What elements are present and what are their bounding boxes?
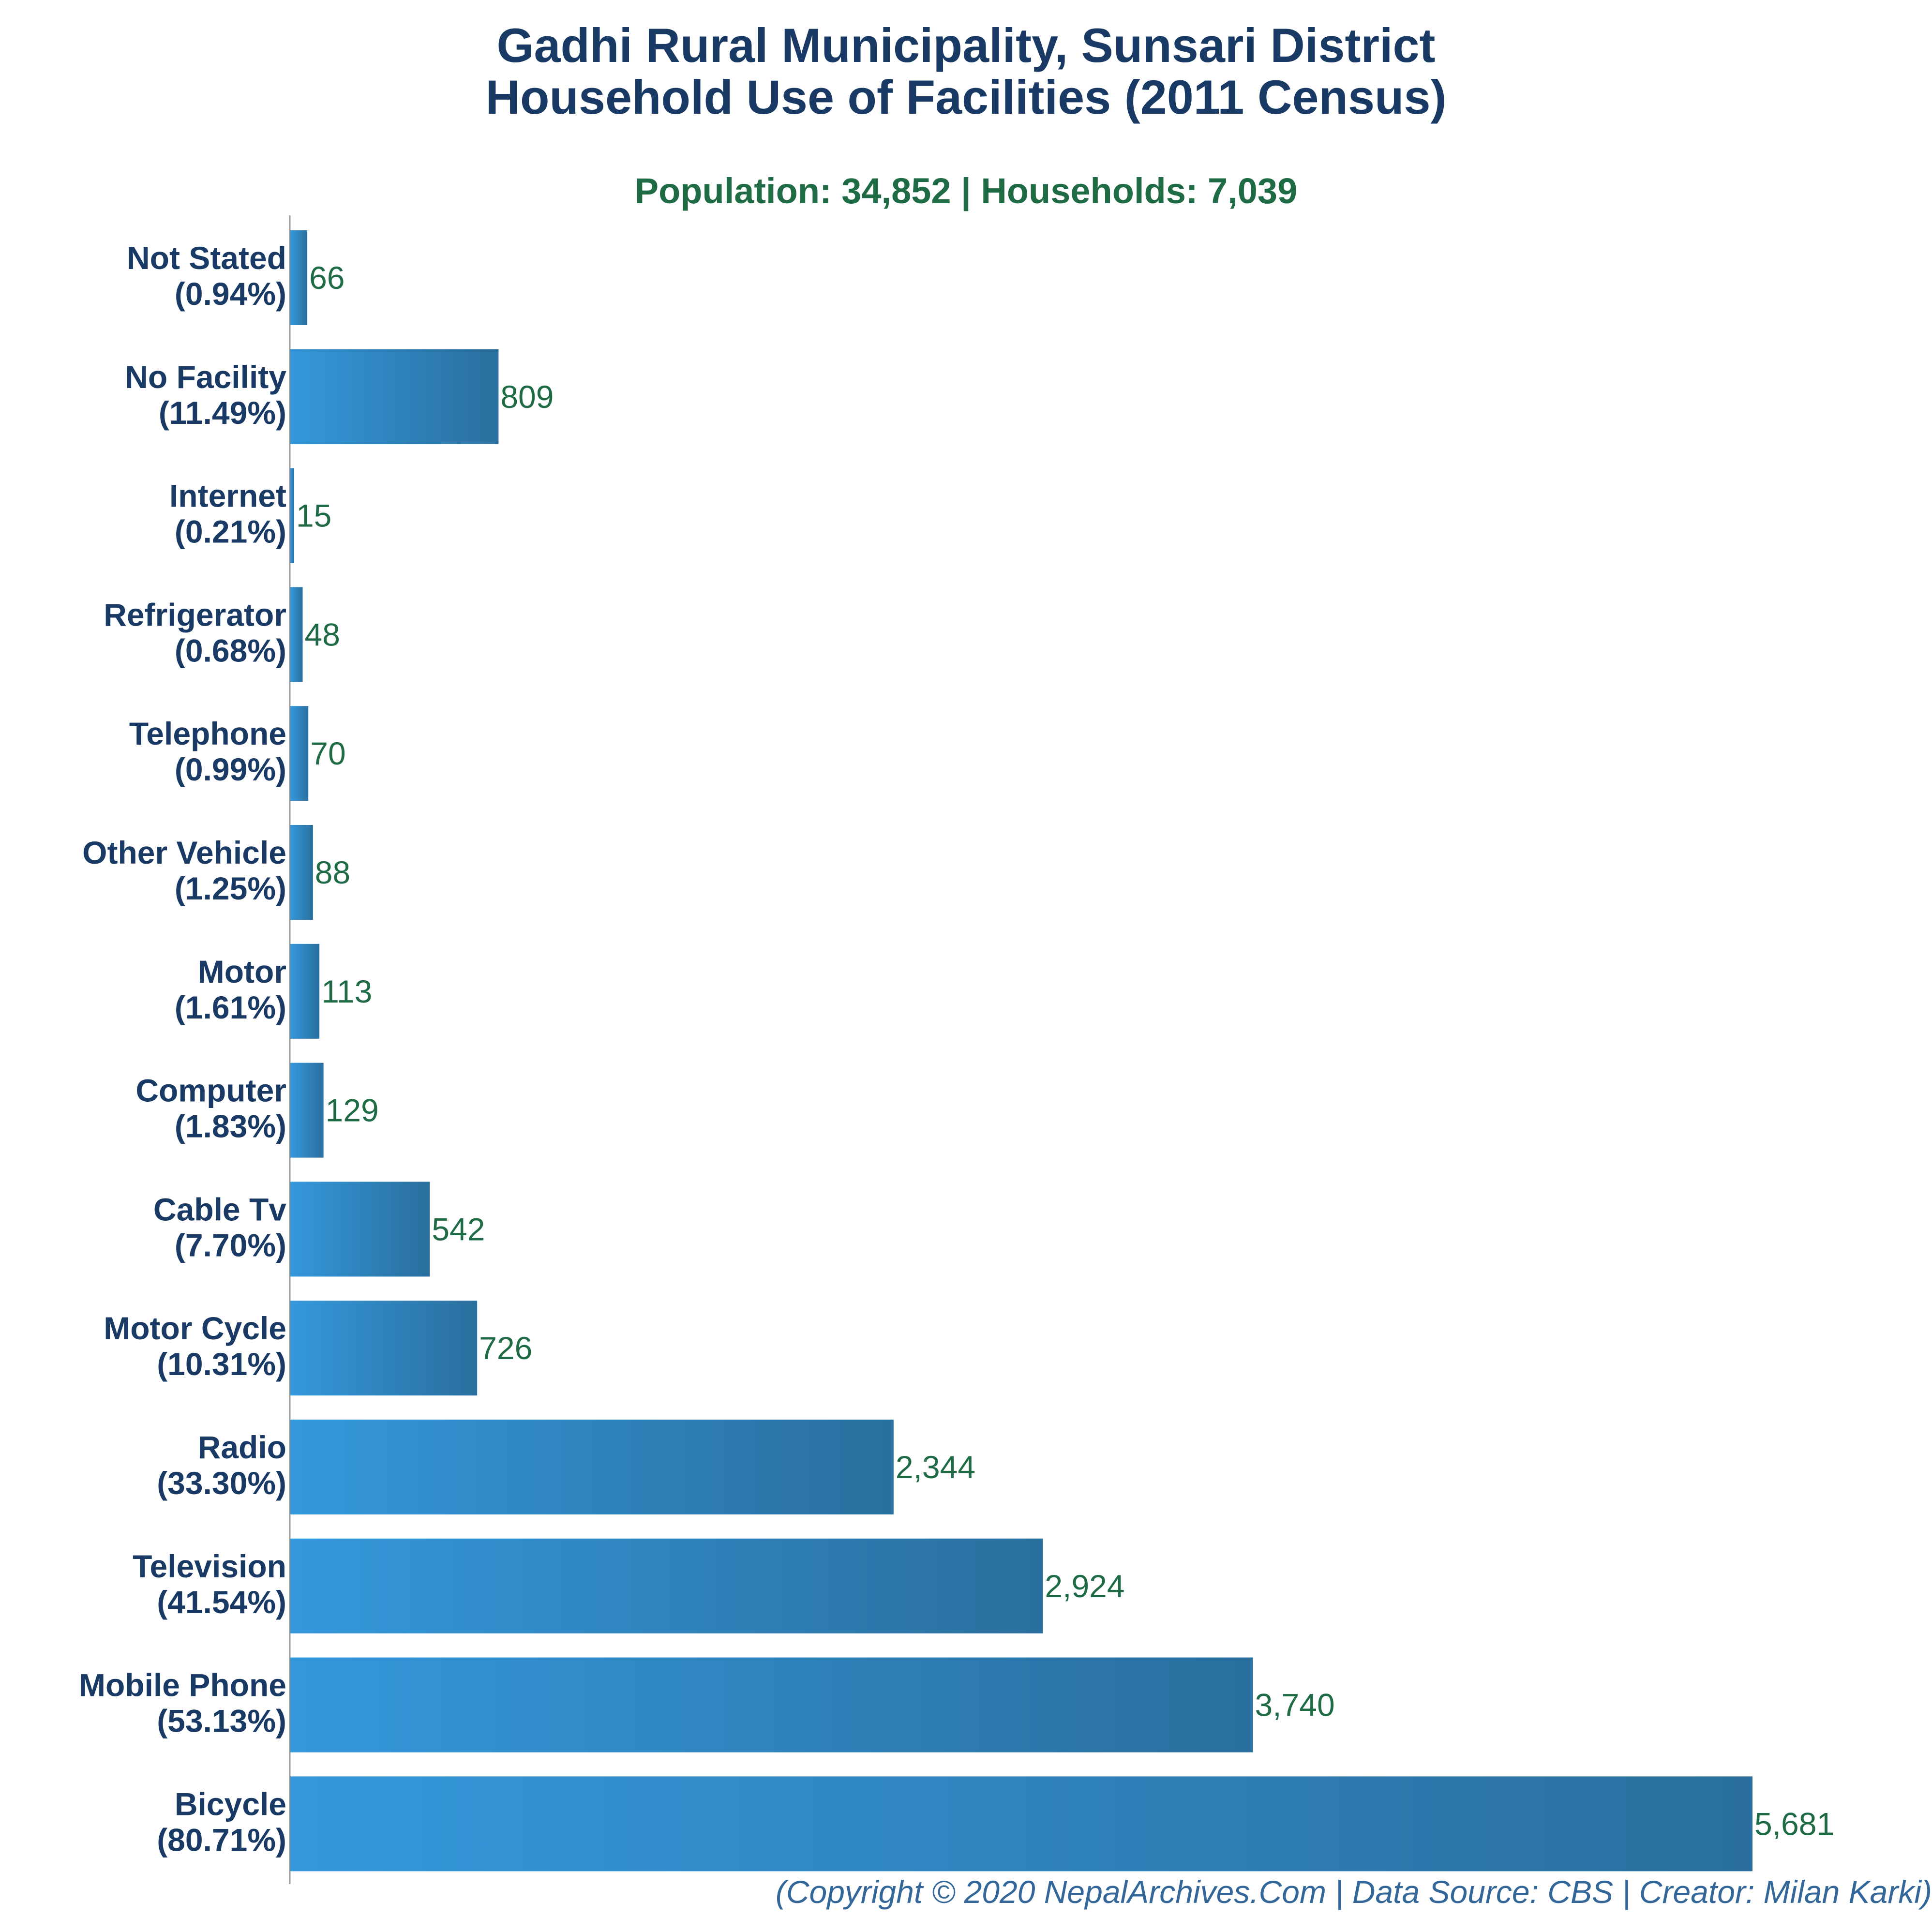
category-label: Computer <box>135 1073 286 1108</box>
category-percent-label: (7.70%) <box>175 1227 286 1263</box>
category-label: Motor <box>198 954 286 989</box>
bar-computer <box>290 1063 324 1158</box>
bar-refrigerator <box>290 587 303 682</box>
bar-motor <box>290 944 320 1039</box>
category-label: Radio <box>198 1429 286 1465</box>
bar-telephone <box>290 706 309 801</box>
category-percent-label: (33.30%) <box>157 1465 286 1501</box>
category-label: Not Stated <box>127 240 286 276</box>
category-percent-label: (0.68%) <box>175 632 286 668</box>
category-percent-label: (0.94%) <box>175 276 286 312</box>
value-label: 726 <box>479 1330 532 1366</box>
category-percent-label: (80.71%) <box>157 1822 286 1857</box>
bars-group: 66 Not Stated(0.94%) 809 No Facility(11.49%… <box>79 230 1834 1872</box>
category-label: Mobile Phone <box>79 1667 286 1703</box>
bar-television <box>290 1538 1043 1633</box>
bar-other-vehicle <box>290 825 313 920</box>
value-label: 2,344 <box>896 1449 975 1485</box>
category-label: Motor Cycle <box>104 1310 286 1346</box>
category-percent-label: (41.54%) <box>157 1584 286 1620</box>
value-label: 542 <box>432 1211 485 1247</box>
bar-no-facility <box>290 349 499 444</box>
value-label: 809 <box>500 379 554 415</box>
category-label: Television <box>133 1548 286 1584</box>
chart-subtitle: Population: 34,852 | Households: 7,039 <box>634 171 1298 211</box>
category-percent-label: (1.25%) <box>175 870 286 906</box>
value-label: 3,740 <box>1255 1687 1334 1723</box>
category-label: Bicycle <box>175 1786 286 1822</box>
value-label: 48 <box>305 616 340 652</box>
value-label: 70 <box>310 735 345 771</box>
value-label: 88 <box>315 854 350 890</box>
bar-not-stated <box>290 230 308 325</box>
category-percent-label: (0.99%) <box>175 751 286 787</box>
chart-title-line2: Household Use of Facilities (2011 Census… <box>485 70 1447 124</box>
chart-title-line1: Gadhi Rural Municipality, Sunsari Distri… <box>496 18 1436 72</box>
category-percent-label: (1.61%) <box>175 989 286 1025</box>
value-label: 5,681 <box>1754 1806 1834 1842</box>
bar-bicycle <box>290 1776 1752 1872</box>
value-label: 113 <box>321 973 372 1009</box>
category-label: Refrigerator <box>104 597 286 632</box>
category-label: Telephone <box>129 716 286 751</box>
category-percent-label: (11.49%) <box>159 395 286 431</box>
category-label: No Facility <box>125 359 286 395</box>
category-label: Internet <box>169 478 286 514</box>
bar-internet <box>290 468 294 563</box>
bar-motor-cycle <box>290 1301 478 1396</box>
value-label: 66 <box>309 260 344 296</box>
bar-cable-tv <box>290 1182 430 1277</box>
value-label: 15 <box>296 498 331 534</box>
bar-radio <box>290 1420 894 1514</box>
category-percent-label: (1.83%) <box>175 1108 286 1144</box>
bar-mobile-phone <box>290 1657 1253 1752</box>
category-percent-label: (0.21%) <box>175 514 286 550</box>
category-percent-label: (53.13%) <box>157 1703 286 1739</box>
category-label: Other Vehicle <box>82 835 286 870</box>
category-percent-label: (10.31%) <box>157 1346 286 1382</box>
category-label: Cable Tv <box>153 1191 286 1227</box>
value-label: 2,924 <box>1045 1568 1124 1604</box>
value-label: 129 <box>326 1093 379 1128</box>
copyright-footer: (Copyright © 2020 NepalArchives.Com | Da… <box>775 1874 1932 1910</box>
